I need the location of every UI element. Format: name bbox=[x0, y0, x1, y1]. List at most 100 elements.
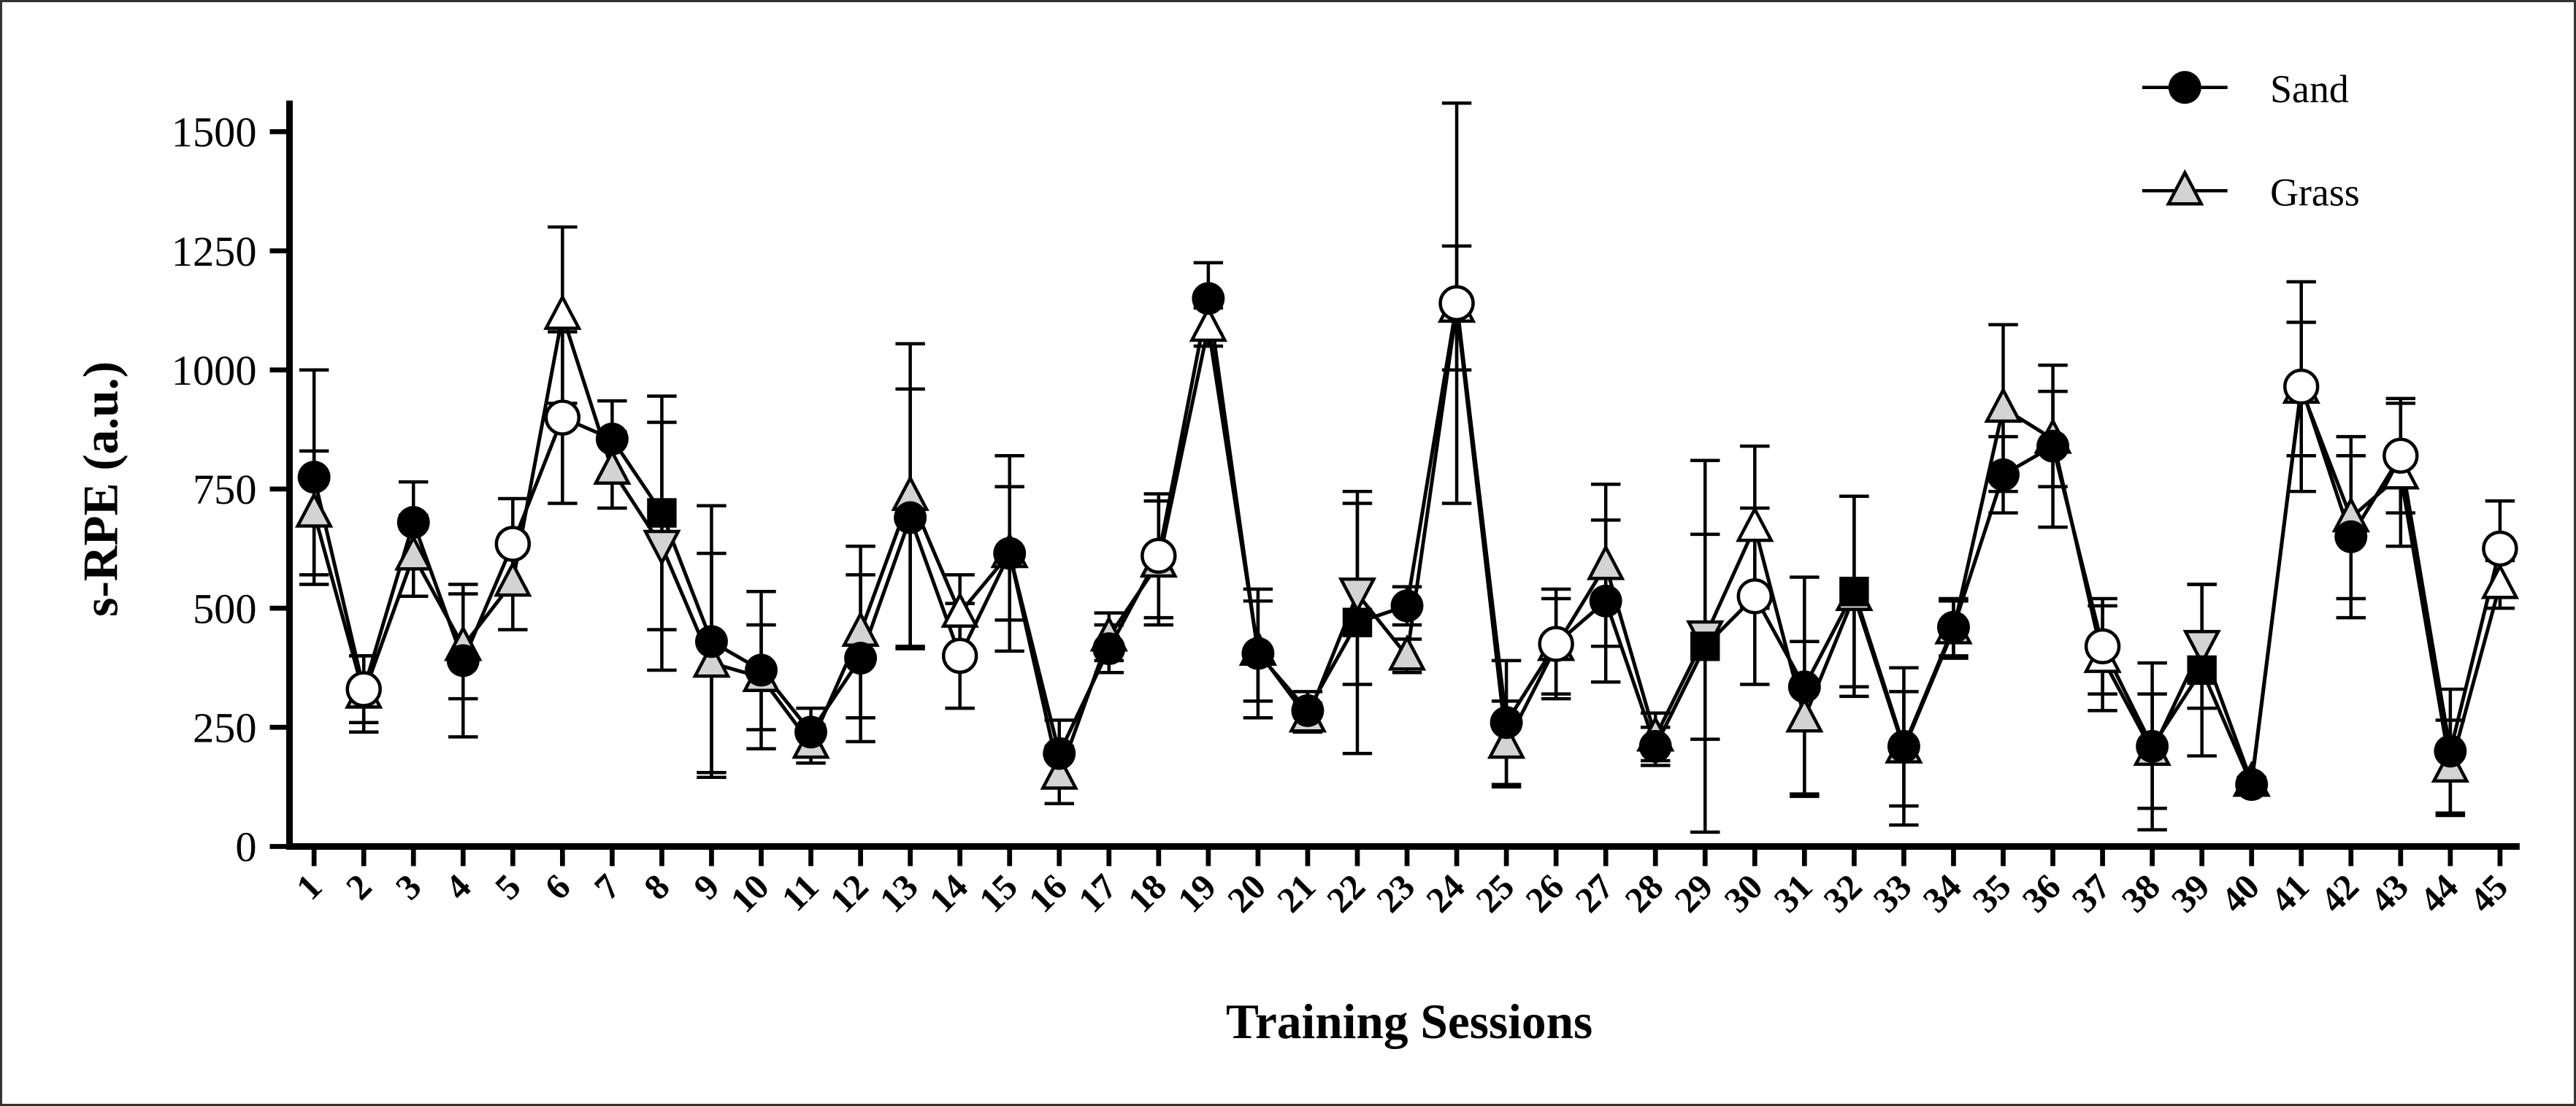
data-point-sand bbox=[1092, 632, 1126, 666]
x-tick-label: 6 bbox=[537, 867, 578, 907]
data-point-grass bbox=[593, 448, 632, 485]
data-point-sand bbox=[2084, 628, 2121, 665]
legend-sand-marker bbox=[2168, 71, 2201, 104]
y-tick-label: 1250 bbox=[172, 228, 257, 275]
x-tick-label: 2 bbox=[338, 867, 379, 907]
x-axis-title: Training Sessions bbox=[1226, 994, 1592, 1049]
legend-item-grass: Grass bbox=[2142, 169, 2360, 214]
data-point-sand bbox=[1390, 589, 1424, 623]
x-tick-label: 23 bbox=[1368, 867, 1422, 921]
data-point-sand bbox=[1690, 631, 1720, 661]
x-tick-label: 42 bbox=[2312, 867, 2366, 921]
x-tick-label: 25 bbox=[1468, 867, 1522, 921]
x-tick-label: 17 bbox=[1070, 867, 1124, 921]
x-tick-label: 28 bbox=[1617, 867, 1671, 921]
x-tick-label: 33 bbox=[1866, 867, 1920, 921]
x-tick-label: 13 bbox=[872, 867, 926, 921]
x-tick-label: 24 bbox=[1419, 867, 1473, 921]
x-tick-label: 9 bbox=[686, 867, 727, 907]
data-point-grass bbox=[2480, 562, 2520, 599]
y-tick-label: 750 bbox=[193, 466, 257, 513]
x-tick-label: 14 bbox=[921, 867, 975, 921]
data-point-grass bbox=[1736, 505, 1774, 542]
data-point-sand bbox=[396, 506, 430, 539]
data-point-sand bbox=[1987, 458, 2020, 491]
x-tick-label: 29 bbox=[1667, 867, 1721, 921]
data-point-sand bbox=[2334, 520, 2368, 553]
data-point-grass bbox=[1984, 386, 2023, 423]
x-tick-label: 37 bbox=[2064, 867, 2118, 921]
data-point-sand bbox=[1141, 537, 1177, 575]
data-point-sand bbox=[1638, 729, 1672, 763]
data-point-sand bbox=[647, 498, 677, 528]
x-tick-label: 39 bbox=[2163, 867, 2217, 921]
data-point-grass bbox=[692, 641, 731, 678]
x-tick-label: 3 bbox=[388, 867, 429, 907]
y-tick-label: 0 bbox=[235, 823, 256, 871]
legend-sand-label: Sand bbox=[2270, 67, 2349, 111]
legend: Sand Grass bbox=[2142, 67, 2360, 214]
legend-grass-marker bbox=[2166, 169, 2204, 206]
data-point-sand bbox=[345, 671, 382, 707]
data-point-sand bbox=[2187, 655, 2217, 686]
x-tick-label: 35 bbox=[1965, 867, 2019, 921]
data-point-sand bbox=[1887, 729, 1920, 763]
y-tick-label: 1500 bbox=[172, 109, 257, 156]
data-point-sand bbox=[794, 715, 828, 749]
data-point-sand bbox=[894, 501, 927, 534]
data-point-grass bbox=[1189, 305, 1228, 342]
data-point-sand bbox=[1241, 637, 1275, 670]
data-point-sand bbox=[993, 537, 1027, 570]
marks bbox=[294, 101, 2520, 834]
data-point-sand bbox=[1192, 282, 1225, 315]
data-point-grass bbox=[1785, 696, 1824, 733]
data-point-sand bbox=[844, 642, 878, 675]
legend-grass-label: Grass bbox=[2270, 170, 2360, 214]
data-point-sand bbox=[1736, 578, 1774, 615]
x-tick-label: 4 bbox=[437, 867, 478, 907]
y-tick-label: 500 bbox=[193, 585, 257, 632]
x-tick-label: 12 bbox=[822, 867, 876, 921]
x-tick-label: 5 bbox=[487, 867, 528, 907]
data-point-sand bbox=[2136, 729, 2169, 763]
data-point-sand bbox=[1342, 607, 1373, 637]
data-point-sand bbox=[494, 526, 532, 562]
x-tick-label: 10 bbox=[723, 867, 777, 921]
x-tick-label: 38 bbox=[2114, 867, 2168, 921]
x-tick-label: 36 bbox=[2015, 867, 2069, 921]
x-tick-label: 20 bbox=[1219, 867, 1273, 921]
data-point-sand bbox=[446, 644, 480, 677]
data-point-sand bbox=[745, 653, 778, 687]
data-point-sand bbox=[1438, 285, 1475, 322]
y-axis-title: s-RPE (a.u.) bbox=[74, 361, 129, 617]
data-point-grass bbox=[1040, 753, 1078, 790]
x-tick-label: 18 bbox=[1120, 867, 1174, 921]
data-point-grass bbox=[494, 560, 532, 597]
x-tick-label: 30 bbox=[1717, 867, 1771, 921]
data-point-grass bbox=[1587, 543, 1625, 580]
data-point-sand bbox=[2036, 429, 2069, 463]
data-point-sand bbox=[1291, 694, 1325, 727]
data-point-grass bbox=[1387, 634, 1427, 671]
series-line-grass bbox=[312, 307, 2502, 783]
x-tick-label: 11 bbox=[774, 867, 827, 919]
x-tick-label: 43 bbox=[2362, 867, 2416, 921]
x-tick-label: 45 bbox=[2461, 867, 2515, 921]
data-point-sand bbox=[1043, 737, 1076, 770]
data-point-sand bbox=[544, 399, 581, 436]
x-tick-label: 26 bbox=[1518, 867, 1572, 921]
x-tick-label: 8 bbox=[636, 867, 677, 907]
data-point-sand bbox=[2482, 530, 2518, 567]
data-point-sand bbox=[297, 461, 331, 494]
data-point-grass bbox=[643, 529, 681, 567]
x-tick-label: 31 bbox=[1766, 867, 1820, 921]
data-point-sand bbox=[1589, 584, 1622, 618]
data-point-grass bbox=[940, 591, 979, 628]
data-point-sand bbox=[2283, 368, 2320, 405]
x-tick-label: 7 bbox=[586, 867, 627, 907]
y-tick-label: 1000 bbox=[172, 347, 257, 394]
x-tick-label: 44 bbox=[2412, 867, 2466, 921]
